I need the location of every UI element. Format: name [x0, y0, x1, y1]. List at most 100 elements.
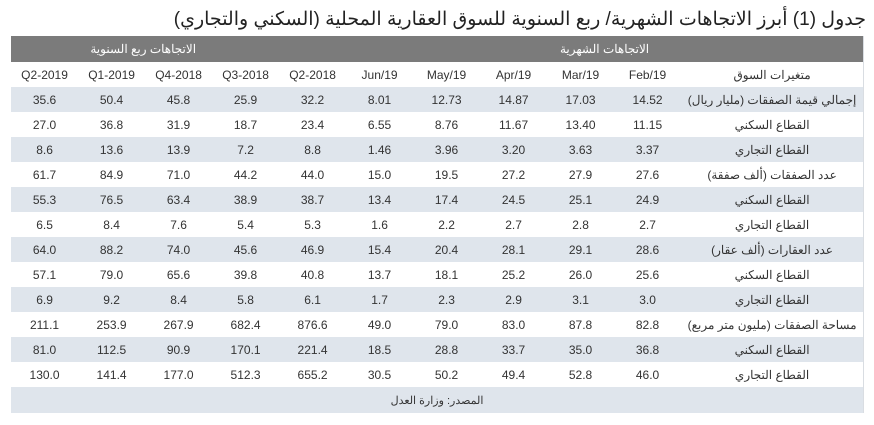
- table-cell: 24.5: [480, 187, 548, 212]
- table-cell: 83.0: [480, 312, 548, 337]
- table-cell: 7.6: [145, 212, 213, 237]
- table-cell: 267.9: [145, 312, 213, 337]
- row-label: إجمالي قيمة الصفقات (مليار ريال): [681, 87, 864, 112]
- table-cell: 655.2: [279, 362, 347, 387]
- table-cell: 40.8: [279, 262, 347, 287]
- column-header: 2018-Q4: [145, 62, 213, 87]
- table-row: القطاع التجاري 3.37 3.63 3.20 3.96 1.46 8.8 7.2…: [11, 137, 864, 162]
- table-cell: 27.2: [480, 162, 548, 187]
- group-header-row: الاتجاهات الشهرية الاتجاهات ربع السنوية: [11, 36, 864, 62]
- table-cell: 50.4: [78, 87, 146, 112]
- table-cell: 32.2: [279, 87, 347, 112]
- table-cell: 130.0: [11, 362, 79, 387]
- table-cell: 682.4: [212, 312, 280, 337]
- table-cell: 253.9: [78, 312, 146, 337]
- column-header: Feb/19: [614, 62, 682, 87]
- table-cell: 44.0: [279, 162, 347, 187]
- column-header-row: متغيرات السوق Feb/19 Mar/19 Apr/19 May/19 Jun…: [11, 62, 864, 87]
- table-title: جدول (1) أبرز الاتجاهات الشهرية/ ربع الس…: [173, 9, 866, 30]
- table-cell: 2.7: [614, 212, 682, 237]
- column-header: Mar/19: [547, 62, 615, 87]
- table-row: عدد الصفقات (ألف صفقة) 27.6 27.9 27.2 19.5 15…: [11, 162, 864, 187]
- table-row: إجمالي قيمة الصفقات (مليار ريال) 14.52 17.…: [11, 87, 864, 112]
- table-cell: 87.8: [547, 312, 615, 337]
- table-cell: 170.1: [212, 337, 280, 362]
- table-cell: 14.52: [614, 87, 682, 112]
- table-cell: 27.0: [11, 112, 79, 137]
- table-cell: 876.6: [279, 312, 347, 337]
- table-cell: 8.01: [346, 87, 414, 112]
- table-cell: 14.87: [480, 87, 548, 112]
- table-cell: 33.7: [480, 337, 548, 362]
- table-cell: 36.8: [614, 337, 682, 362]
- table-cell: 5.3: [279, 212, 347, 237]
- table-cell: 46.0: [614, 362, 682, 387]
- table-cell: 25.9: [212, 87, 280, 112]
- table-cell: 52.8: [547, 362, 615, 387]
- table-cell: 221.4: [279, 337, 347, 362]
- table-cell: 76.5: [78, 187, 146, 212]
- table-cell: 3.20: [480, 137, 548, 162]
- table-cell: 141.4: [78, 362, 146, 387]
- table-cell: 88.2: [78, 237, 146, 262]
- table-cell: 64.0: [11, 237, 79, 262]
- table-cell: 112.5: [78, 337, 146, 362]
- table-row: عدد العقارات (ألف عقار) 28.6 29.1 28.1 20.4 1…: [11, 237, 864, 262]
- table-cell: 6.1: [279, 287, 347, 312]
- table-cell: 512.3: [212, 362, 280, 387]
- table-cell: 13.4: [346, 187, 414, 212]
- table-cell: 2.9: [480, 287, 548, 312]
- table-cell: 9.2: [78, 287, 146, 312]
- table-cell: 2.7: [480, 212, 548, 237]
- table-cell: 25.1: [547, 187, 615, 212]
- column-header: 2019-Q1: [78, 62, 146, 87]
- table-cell: 18.5: [346, 337, 414, 362]
- table-row: القطاع التجاري 3.0 3.1 2.9 2.3 1.7 6.1 5.8 8.4 9.…: [11, 287, 864, 312]
- table-cell: 211.1: [11, 312, 79, 337]
- column-header: May/19: [413, 62, 481, 87]
- column-header: 2019-Q2: [11, 62, 79, 87]
- table-cell: 8.76: [413, 112, 481, 137]
- quarterly-trends-header: الاتجاهات ربع السنوية: [11, 36, 347, 62]
- row-label: القطاع التجاري: [681, 212, 864, 237]
- table-cell: 5.8: [212, 287, 280, 312]
- table-row: القطاع التجاري 2.7 2.8 2.7 2.2 1.6 5.3 5.4 7.6 8.…: [11, 212, 864, 237]
- table-cell: 35.6: [11, 87, 79, 112]
- row-label: القطاع السكني: [681, 187, 864, 212]
- table-cell: 46.9: [279, 237, 347, 262]
- column-header: 2018-Q2: [279, 62, 347, 87]
- table-row: القطاع السكني 25.6 26.0 25.2 18.1 13.7 40.8 39.…: [11, 262, 864, 287]
- table-cell: 26.0: [547, 262, 615, 287]
- table-cell: 63.4: [145, 187, 213, 212]
- table-cell: 17.03: [547, 87, 615, 112]
- table-cell: 82.8: [614, 312, 682, 337]
- table-cell: 65.6: [145, 262, 213, 287]
- table-row: القطاع التجاري 46.0 52.8 49.4 50.2 30.5 655.2 5…: [11, 362, 864, 387]
- row-label: عدد الصفقات (ألف صفقة): [681, 162, 864, 187]
- table-cell: 3.0: [614, 287, 682, 312]
- row-label: القطاع السكني: [681, 262, 864, 287]
- table-cell: 79.0: [78, 262, 146, 287]
- row-label: القطاع السكني: [681, 112, 864, 137]
- table-cell: 8.4: [78, 212, 146, 237]
- table-cell: 19.5: [413, 162, 481, 187]
- table-cell: 49.4: [480, 362, 548, 387]
- table-cell: 8.4: [145, 287, 213, 312]
- table-cell: 3.37: [614, 137, 682, 162]
- column-header: Apr/19: [480, 62, 548, 87]
- monthly-trends-header: الاتجاهات الشهرية: [346, 36, 864, 62]
- source-row: المصدر: وزارة العدل: [11, 387, 864, 413]
- row-label: القطاع التجاري: [681, 137, 864, 162]
- table-cell: 6.5: [11, 212, 79, 237]
- table-cell: 45.8: [145, 87, 213, 112]
- table-cell: 17.4: [413, 187, 481, 212]
- table-cell: 3.96: [413, 137, 481, 162]
- table-cell: 74.0: [145, 237, 213, 262]
- table-cell: 177.0: [145, 362, 213, 387]
- column-header: 2018-Q3: [212, 62, 280, 87]
- table-cell: 13.6: [78, 137, 146, 162]
- table-cell: 13.9: [145, 137, 213, 162]
- table-cell: 79.0: [413, 312, 481, 337]
- table-cell: 28.8: [413, 337, 481, 362]
- row-label: عدد العقارات (ألف عقار): [681, 237, 864, 262]
